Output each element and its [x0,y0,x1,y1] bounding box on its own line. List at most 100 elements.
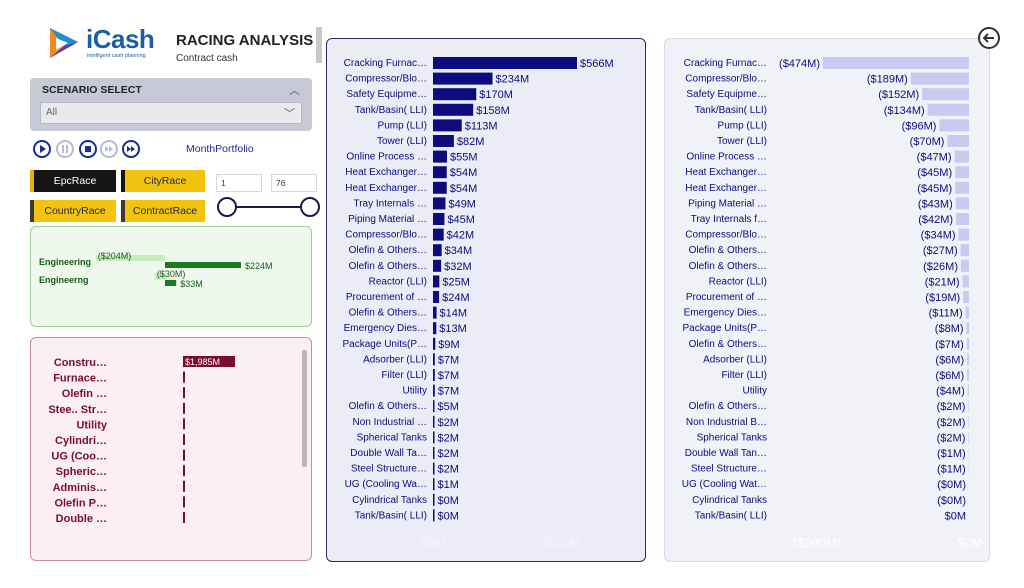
value-label: $24M [442,292,470,304]
bar [955,166,969,179]
country-race-button[interactable]: CountryRace [30,200,116,222]
epc-race-button[interactable]: EpcRace [30,170,116,192]
value-label: $13M [439,323,467,335]
bar [960,259,969,272]
construction-chart: Constru… Furnace… Olefin … Stee.. Str… Utili… [48,356,235,525]
value-label: ($6M) [935,370,964,382]
bar [183,371,185,383]
category-label: Package Units(P… [343,339,427,350]
construction-scrollbar[interactable] [302,350,307,467]
back-arrow-icon[interactable] [977,26,1001,50]
value-label: $7M [438,386,459,398]
range-slider-max-handle[interactable] [300,197,320,217]
positive-race-panel: Cracking Furnac… $566M Compressor/Blo… $234… [326,38,646,562]
scenario-dropdown[interactable]: All ﹀ [40,102,302,124]
chevron-down-icon[interactable]: ﹀ [284,107,295,120]
value-label: $54M [450,167,478,179]
category-label: Olefin & Others… [349,245,427,256]
value-label: ($6M) [935,354,964,366]
next-icon[interactable] [122,140,140,158]
category-label: Heat Exchanger… [685,167,767,178]
value-label: $170M [479,89,513,101]
value-label: $25M [442,276,470,288]
bar [968,400,969,413]
value-label: $7M [438,370,459,382]
category-label: Non Industrial … [353,417,427,428]
category-label: Olefin & Others… [349,261,427,272]
category-label: Olefin & Others… [689,245,767,256]
page-subtitle: Contract cash [176,53,238,64]
category-label: Olefin & Others… [689,261,767,272]
bar [966,322,969,335]
value-label: ($4M) [936,386,965,398]
category-label: Online Process … [346,152,427,163]
bar [433,306,437,319]
category-label: Heat Exchanger… [345,183,427,194]
category-label: Olefin & Others… [349,401,427,412]
value-label: $7M [438,354,459,366]
category-label: Olefin … [62,388,107,400]
value-label: ($42M) [918,214,953,226]
value-label: $42M [447,230,475,242]
category-label: Compressor/Blo… [685,74,767,85]
value-label: ($7M) [935,339,964,351]
category-label: Procurement of … [686,292,767,303]
bar [967,369,969,381]
value-label: ($27M) [923,245,958,257]
value-label: $224M [245,261,273,271]
category-label: Heat Exchanger… [345,167,427,178]
category-label: Double Wall Tan… [685,448,767,459]
pause-icon[interactable] [56,140,74,158]
bar [433,213,445,225]
range-slider-min-handle[interactable] [217,197,237,217]
category-label: Adsorber (LLI) [703,354,767,365]
chevron-up-icon[interactable]: ︿ [289,84,300,97]
value-label: $234M [496,74,530,86]
engineering-chart: Engineering ($204M) $224M Engineerng ($30M)$… [39,251,273,289]
bar [968,415,969,428]
header-divider [316,27,322,63]
bar [433,431,435,444]
value-label: $0M [945,510,966,522]
value-label: $566M [580,58,614,70]
negative-race-chart: Cracking Furnac… ($474M) Compressor/Blo… ($… [682,57,983,550]
bar [183,402,185,414]
bar-negative [95,255,165,261]
category-label: Cylindrical Tanks [692,495,767,506]
bar [433,400,435,413]
category-label: Pump (LLI) [378,120,427,131]
city-race-button[interactable]: CityRace [121,170,205,192]
bar [433,337,436,350]
scenario-slicer[interactable]: SCENARIO SELECT ︿ All ﹀ [30,78,312,131]
category-label: Spheric… [56,466,107,478]
bar [433,493,435,506]
bar [963,291,969,303]
play-icon[interactable] [33,140,51,158]
category-label: Steel Structure… [351,464,427,475]
x-tick-label: $0M [957,535,982,550]
range-slider-track[interactable] [230,206,310,208]
contract-race-button[interactable]: ContractRace [121,200,205,222]
bar [955,181,969,194]
skip-icon[interactable] [100,140,118,158]
logo-text: iCash [86,24,155,54]
category-label: Pump (LLI) [718,120,767,131]
bar [967,384,969,397]
category-label: UG (Coo… [51,451,107,463]
category-label: Piping Material … [688,198,767,209]
x-tick-label: ($500M) [793,535,841,550]
category-label: Cracking Furnac… [684,58,767,69]
value-label: $49M [448,198,476,210]
value-label: ($26M) [923,261,958,273]
value-label: $32M [444,261,472,273]
category-label: Safety Equipme… [686,89,767,100]
stop-icon[interactable] [79,140,97,158]
bar [433,150,447,163]
slicer-title: SCENARIO SELECT [42,84,142,96]
bar [954,150,969,163]
range-max-input[interactable]: 76 [271,174,317,192]
category-label: UG (Cooling Wat… [682,479,767,490]
range-min-input[interactable]: 1 [216,174,262,192]
category-label: Cylindri… [55,435,107,447]
bar-negative [154,273,165,279]
